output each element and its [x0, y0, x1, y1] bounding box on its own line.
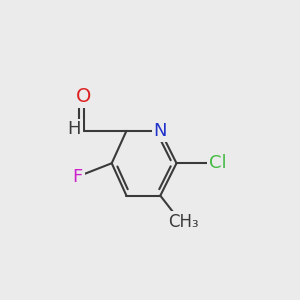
Text: F: F — [73, 167, 83, 185]
Text: Cl: Cl — [209, 154, 226, 172]
Text: N: N — [154, 122, 167, 140]
Text: O: O — [76, 88, 92, 106]
Text: H: H — [67, 120, 81, 138]
Text: CH₃: CH₃ — [169, 213, 199, 231]
